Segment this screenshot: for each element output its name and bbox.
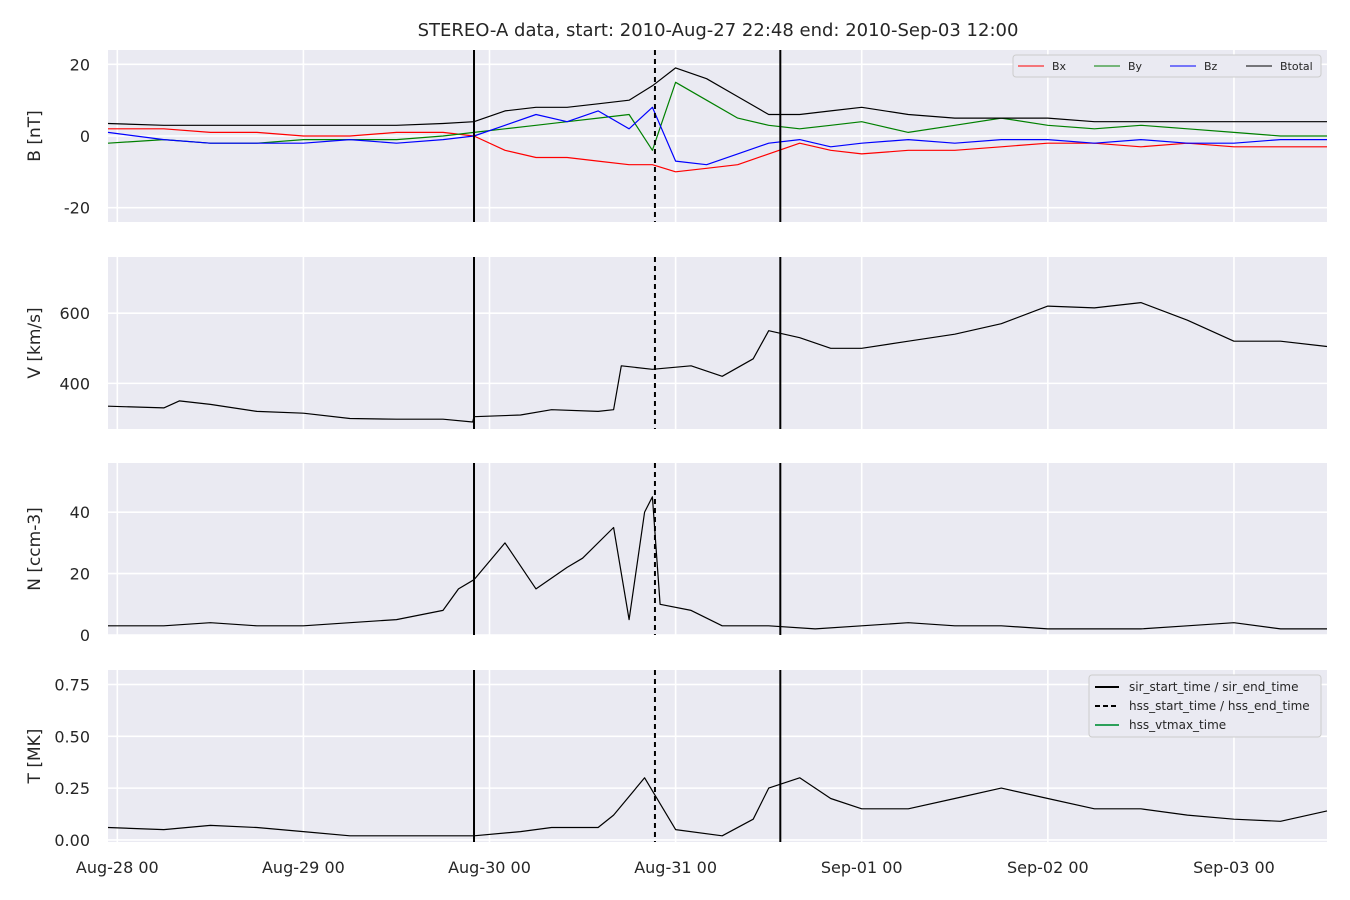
- y-tick-label: 0: [80, 127, 90, 146]
- series-line-n: [108, 496, 1327, 630]
- legend-label-bx: Bx: [1052, 60, 1067, 73]
- panel-1: -20 0 20 B [nT] Bx By Bz Btotal: [25, 50, 1327, 222]
- legend-label: hss_start_time / hss_end_time: [1129, 699, 1310, 713]
- y-tick-label: 0.25: [54, 779, 90, 798]
- x-tick-label: Aug-30 00: [448, 858, 531, 877]
- y-tick-label: 20: [70, 55, 90, 74]
- legend-box: [1012, 54, 1322, 78]
- y-tick-label: 20: [70, 565, 90, 584]
- legend-label: hss_vtmax_time: [1129, 718, 1226, 732]
- y-tick-label: 0.00: [54, 831, 90, 850]
- series-line-btotal: [107, 67, 1327, 126]
- series-line-v: [107, 302, 1328, 423]
- legend-label-btotal: Btotal: [1280, 60, 1313, 73]
- y-axis-label: N [ccm-3]: [25, 507, 45, 591]
- y-tick-label: 0.75: [54, 676, 90, 695]
- x-tick-label: Aug-31 00: [634, 858, 717, 877]
- y-tick-label: 400: [59, 374, 90, 393]
- plot-area: [108, 463, 1327, 635]
- x-tick-label: Sep-01 00: [821, 858, 903, 877]
- y-tick-label: 600: [59, 304, 90, 323]
- y-axis-label: B [nT]: [25, 110, 45, 162]
- legend-label-bz: Bz: [1204, 60, 1218, 73]
- y-tick-label: 0.50: [54, 727, 90, 746]
- y-axis-label: V [km/s]: [25, 307, 45, 378]
- y-tick-label: -20: [64, 199, 90, 218]
- panel-2: 400 600 V [km/s]: [25, 257, 1328, 429]
- series-line-t: [107, 777, 1328, 837]
- y-tick-label: 0: [80, 626, 90, 645]
- x-tick-label: Aug-29 00: [262, 858, 345, 877]
- x-tick-label: Sep-02 00: [1007, 858, 1089, 877]
- legend-box: [1088, 674, 1322, 738]
- y-axis-label: T [MK]: [25, 729, 45, 785]
- legend-label-by: By: [1128, 60, 1143, 73]
- plot-area: [108, 257, 1327, 429]
- series-line-bz: [107, 106, 1327, 166]
- x-tick-label: Sep-03 00: [1193, 858, 1275, 877]
- y-tick-label: 40: [70, 503, 90, 522]
- panel-4: 0.00 0.25 0.50 0.75 T [MK] sir_start_time / s…: [25, 670, 1328, 850]
- x-tick-label: Aug-28 00: [76, 858, 159, 877]
- legend-label: sir_start_time / sir_end_time: [1129, 680, 1299, 694]
- panel-3: 0 20 40 N [ccm-3]: [25, 463, 1327, 645]
- chart-title: STEREO-A data, start: 2010-Aug-27 22:48 …: [418, 20, 1019, 41]
